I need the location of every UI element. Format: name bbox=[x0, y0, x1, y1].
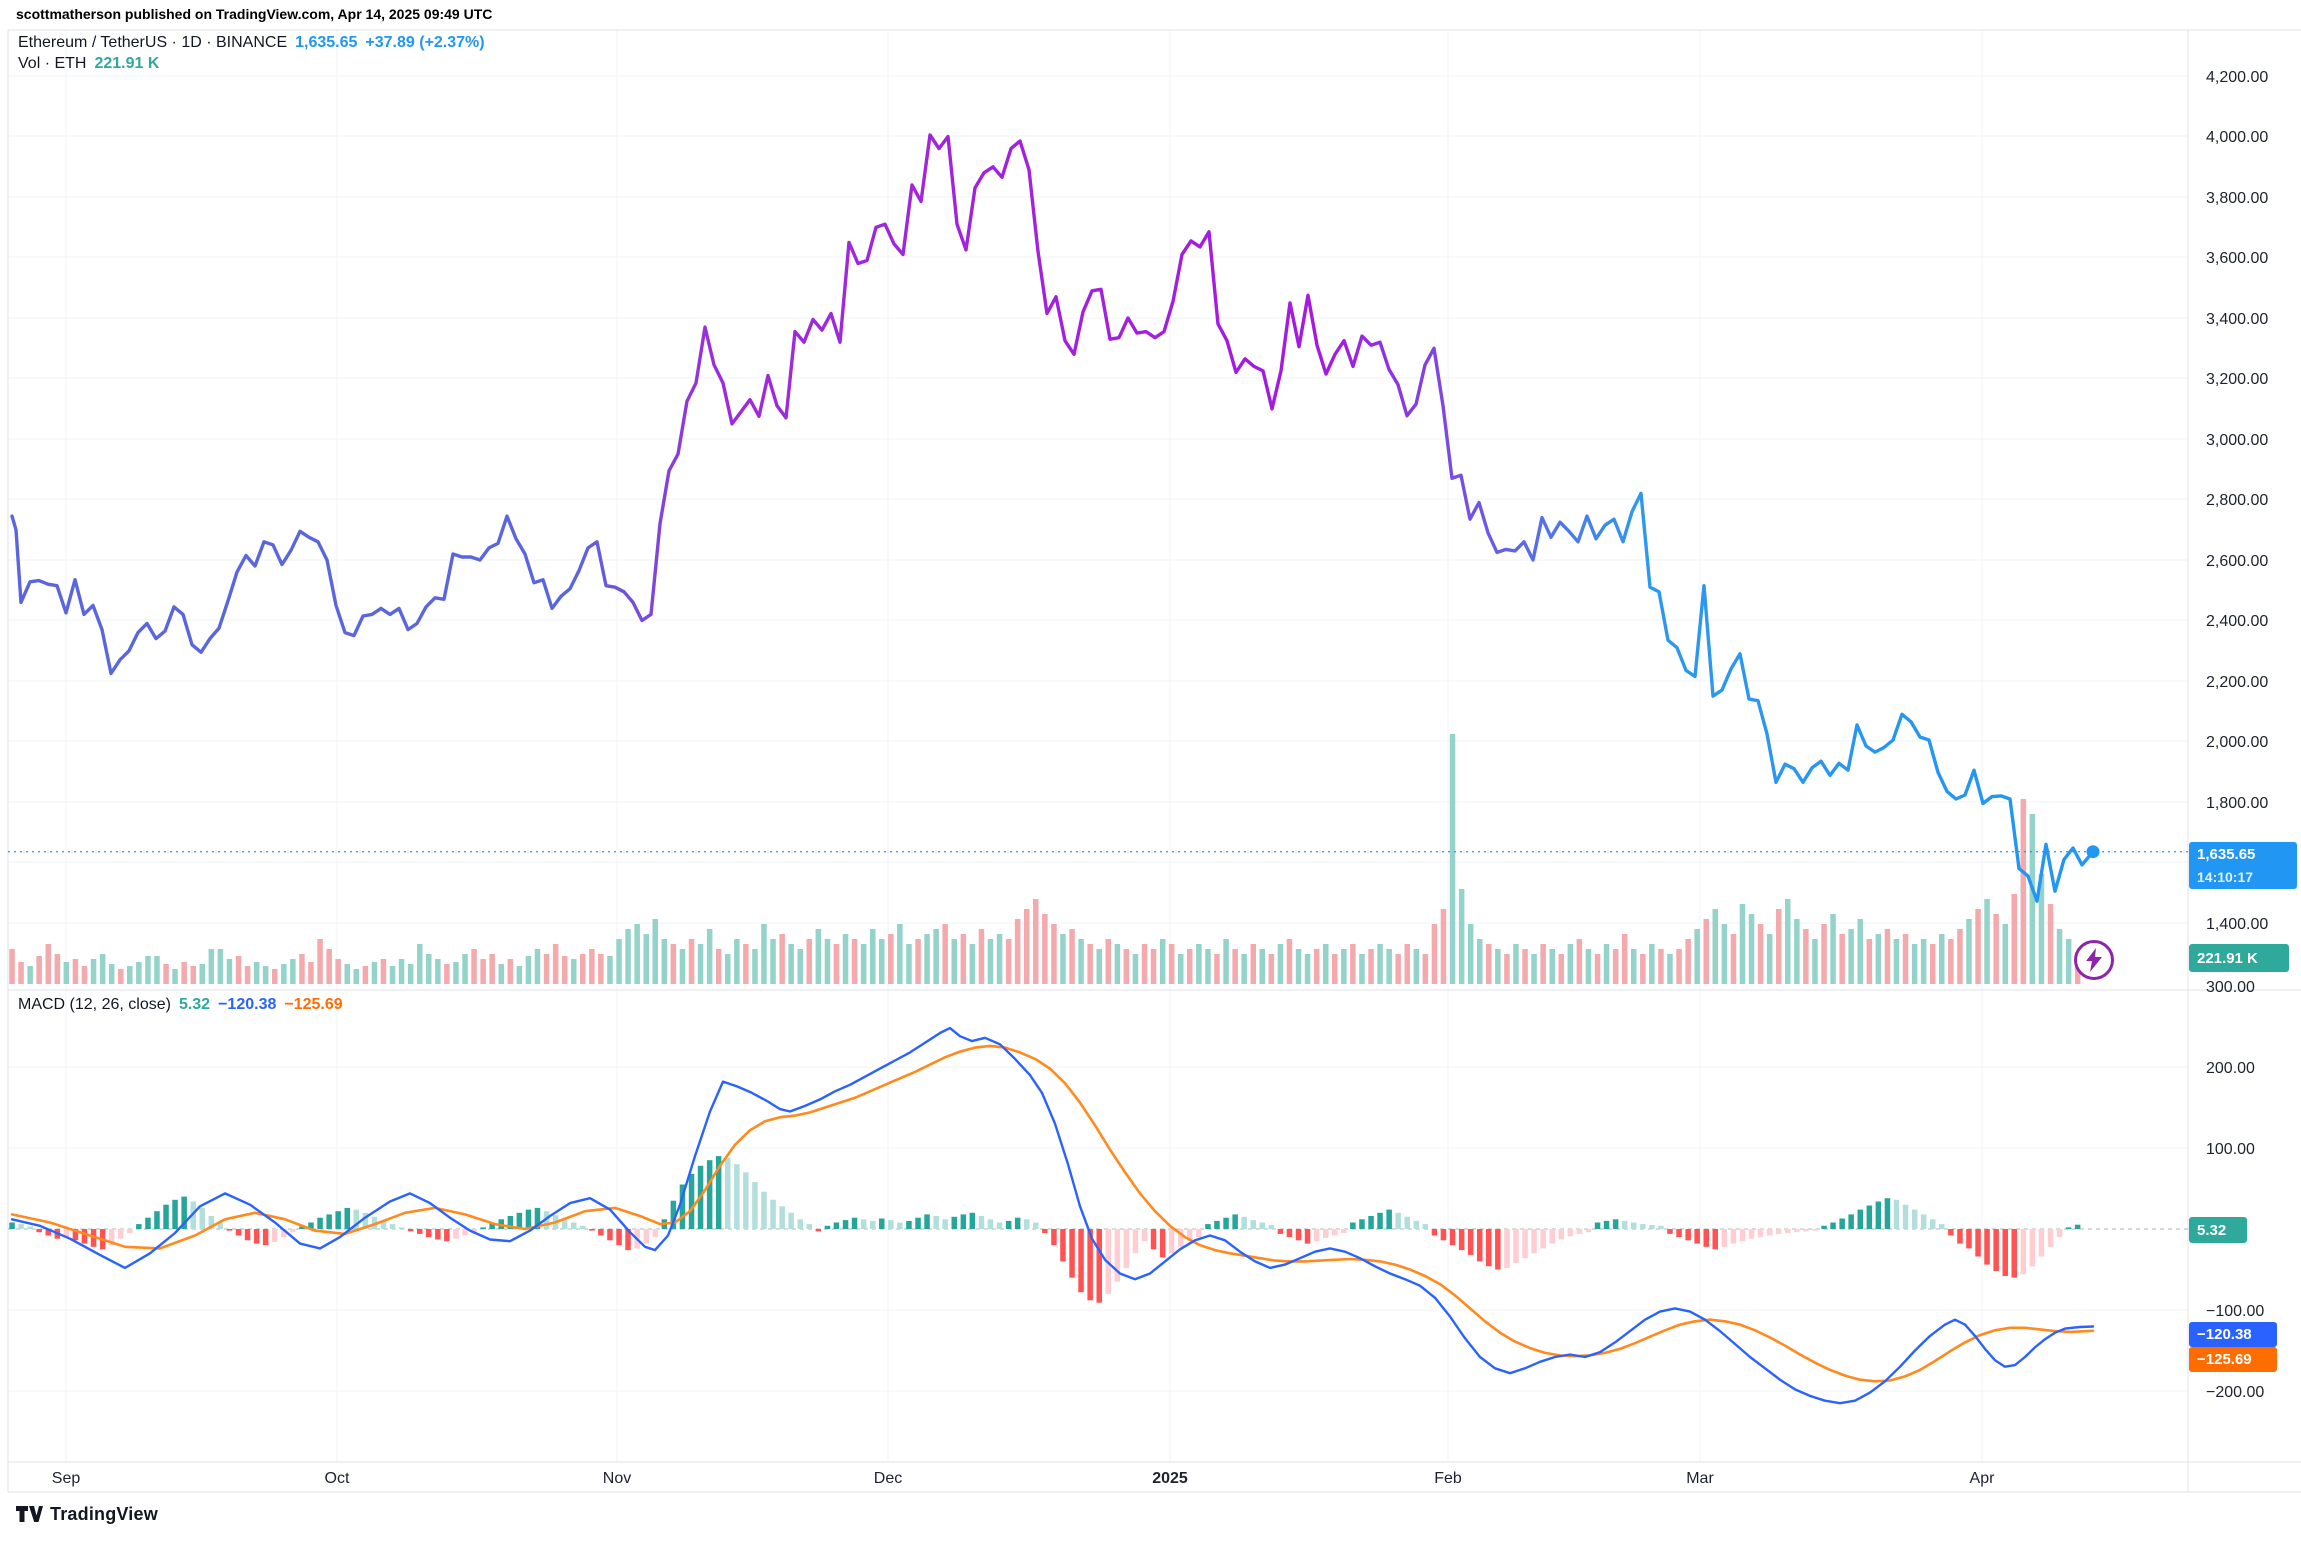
axis-tick-label: 300.00 bbox=[2206, 979, 2255, 996]
time-tick-label: Sep bbox=[52, 1470, 81, 1487]
macd-hist-badge: 5.32 bbox=[2189, 1217, 2247, 1243]
current-price-badge: 1,635.65 14:10:17 bbox=[2189, 842, 2297, 889]
axis-tick-label: 200.00 bbox=[2206, 1060, 2255, 1077]
time-tick-label: Feb bbox=[1434, 1470, 1462, 1487]
axis-tick-label: −200.00 bbox=[2206, 1384, 2264, 1401]
tradingview-brand[interactable]: TradingView bbox=[16, 1504, 158, 1525]
volume-bars bbox=[9, 734, 2081, 984]
time-tick-label: 2025 bbox=[1152, 1470, 1188, 1487]
time-tick-label: Mar bbox=[1686, 1470, 1714, 1487]
symbol-legend: Ethereum / TetherUS · 1D · BINANCE 1,635… bbox=[18, 34, 485, 52]
macd-label[interactable]: MACD (12, 26, close) bbox=[18, 996, 171, 1013]
axis-tick-label: 3,200.00 bbox=[2206, 371, 2268, 388]
macd-line bbox=[10, 1026, 2095, 1405]
axis-tick-label: 3,600.00 bbox=[2206, 250, 2268, 267]
flash-idea-button[interactable] bbox=[2074, 940, 2114, 980]
publish-byline: scottmatherson published on TradingView.… bbox=[16, 6, 493, 22]
axis-tick-label: 100.00 bbox=[2206, 1141, 2255, 1158]
axis-tick-label: 2,000.00 bbox=[2206, 734, 2268, 751]
symbol-last-price: 1,635.65 bbox=[295, 34, 358, 51]
volume-badge: 221.91 K bbox=[2189, 944, 2289, 972]
price-line bbox=[10, 133, 2095, 903]
macd-line-value: −120.38 bbox=[218, 996, 277, 1013]
axis-tick-label: 1,400.00 bbox=[2206, 916, 2268, 933]
time-tick-label: Oct bbox=[325, 1470, 350, 1487]
lightning-bolt-icon bbox=[2086, 948, 2102, 972]
time-tick-label: Apr bbox=[1970, 1470, 1996, 1487]
axis-tick-label: 4,000.00 bbox=[2206, 129, 2268, 146]
symbol-title[interactable]: Ethereum / TetherUS · 1D · BINANCE bbox=[18, 34, 288, 51]
axis-tick-label: 2,200.00 bbox=[2206, 674, 2268, 691]
brand-text: TradingView bbox=[50, 1504, 158, 1524]
time-tick-label: Dec bbox=[874, 1470, 902, 1487]
axis-tick-label: 1,800.00 bbox=[2206, 795, 2268, 812]
current-price-value: 1,635.65 bbox=[2197, 845, 2256, 863]
macd-signal-badge: −125.69 bbox=[2189, 1347, 2277, 1372]
symbol-change: +37.89 (+2.37%) bbox=[365, 34, 485, 51]
volume-value: 221.91 K bbox=[94, 55, 160, 72]
grid-lines bbox=[8, 30, 2188, 1462]
axis-tick-label: 3,000.00 bbox=[2206, 432, 2268, 449]
axis-tick-label: −100.00 bbox=[2206, 1303, 2264, 1320]
axis-tick-label: 2,600.00 bbox=[2206, 553, 2268, 570]
macd-line-badge: −120.38 bbox=[2189, 1322, 2277, 1347]
axis-tick-label: 3,800.00 bbox=[2206, 190, 2268, 207]
macd-legend: MACD (12, 26, close) 5.32 −120.38 −125.6… bbox=[18, 996, 343, 1014]
bar-countdown: 14:10:17 bbox=[2197, 868, 2254, 885]
price-axis-labels[interactable]: 4,200.00 4,000.00 3,800.00 3,600.00 3,400.00… bbox=[2206, 69, 2268, 1401]
macd-hist-value: 5.32 bbox=[178, 996, 211, 1013]
time-tick-label: Nov bbox=[603, 1470, 631, 1487]
time-axis-labels[interactable]: Sep Oct Nov Dec 2025 Feb Mar Apr bbox=[52, 1470, 1995, 1487]
panel-borders bbox=[7, 29, 2301, 1493]
axis-tick-label: 2,800.00 bbox=[2206, 492, 2268, 509]
macd-histogram bbox=[9, 1156, 2081, 1303]
axis-tick-label: 4,200.00 bbox=[2206, 69, 2268, 86]
macd-signal-value: −125.69 bbox=[284, 996, 343, 1013]
macd-signal-line bbox=[10, 1044, 2095, 1383]
axis-tick-label: 2,400.00 bbox=[2206, 613, 2268, 630]
current-price-dot bbox=[2086, 845, 2100, 859]
axis-tick-label: 3,400.00 bbox=[2206, 311, 2268, 328]
tradingview-logo-icon bbox=[16, 1506, 43, 1522]
volume-legend: Vol · ETH 221.91 K bbox=[18, 55, 159, 73]
volume-label: Vol · ETH bbox=[18, 55, 87, 72]
